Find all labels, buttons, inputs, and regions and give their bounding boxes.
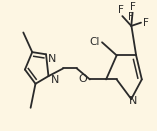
Text: F: F — [143, 18, 149, 28]
Text: Cl: Cl — [89, 37, 100, 47]
Text: N: N — [48, 54, 56, 64]
Text: F: F — [128, 12, 134, 22]
Text: N: N — [129, 96, 137, 106]
Text: O: O — [79, 74, 87, 84]
Text: F: F — [118, 5, 124, 15]
Text: F: F — [130, 2, 135, 12]
Text: N: N — [51, 75, 59, 85]
